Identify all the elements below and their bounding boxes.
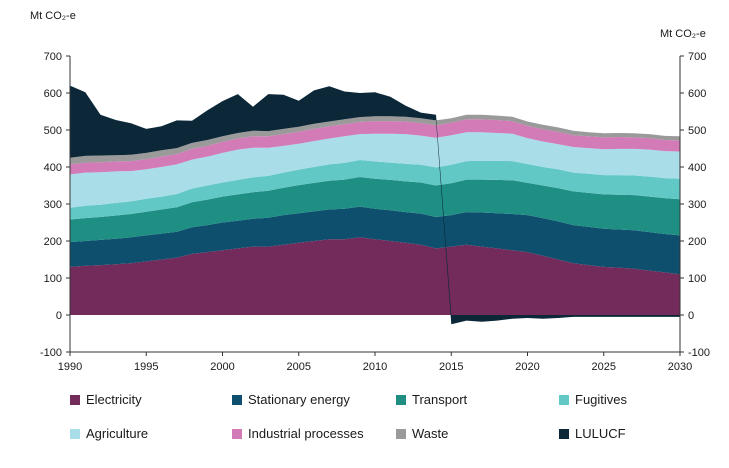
legend-item-lulucf: LULUCF (559, 426, 626, 441)
area-layers (70, 85, 680, 325)
legend-swatch (559, 395, 569, 405)
y-tick-label-left: 600 (44, 88, 62, 100)
y-tick-label-left: 100 (44, 273, 62, 285)
legend-label: Industrial processes (248, 426, 364, 441)
legend-item-electricity: Electricity (70, 392, 142, 407)
legend-label: Fugitives (575, 392, 628, 407)
y-tick-label-left: -100 (40, 347, 62, 359)
x-tick-label: 1995 (134, 361, 158, 373)
x-tick-label: 2030 (668, 361, 692, 373)
legend-swatch (396, 429, 406, 439)
y-tick-label-right: 200 (688, 236, 706, 248)
legend-swatch (232, 395, 242, 405)
area-series-agriculture (70, 132, 680, 208)
legend-item-stationary-energy: Stationary energy (232, 392, 350, 407)
y-axis-title-right: Mt CO₂-e (660, 28, 706, 40)
legend-swatch (396, 395, 406, 405)
y-tick-label-left: 700 (44, 51, 62, 63)
legend-label: LULUCF (575, 426, 626, 441)
legend-item-industrial-processes: Industrial processes (232, 426, 364, 441)
y-tick-label-right: 0 (688, 310, 694, 322)
area-series-transport (70, 177, 680, 243)
x-tick-label: 1990 (58, 361, 82, 373)
legend-swatch (559, 429, 569, 439)
y-tick-label-right: 100 (688, 273, 706, 285)
legend: Electricity Stationary energy Transport Fug… (70, 392, 628, 441)
x-tick-label: 2010 (363, 361, 387, 373)
y-tick-label-left: 500 (44, 125, 62, 137)
legend-label: Agriculture (86, 426, 148, 441)
legend-label: Transport (412, 392, 468, 407)
y-tick-label-right: 700 (688, 51, 706, 63)
legend-label: Electricity (86, 392, 142, 407)
y-tick-label-left: 200 (44, 236, 62, 248)
area-series-waste (70, 114, 680, 165)
y-tick-label-right: 300 (688, 199, 706, 211)
legend-swatch (70, 395, 80, 405)
legend-item-agriculture: Agriculture (70, 426, 148, 441)
x-tick-label: 2025 (592, 361, 616, 373)
y-tick-label-left: 300 (44, 199, 62, 211)
y-axis-title-left: Mt CO₂-e (30, 10, 76, 22)
legend-item-transport: Transport (396, 392, 468, 407)
x-tick-label: 2020 (515, 361, 539, 373)
y-tick-label-right: 600 (688, 88, 706, 100)
area-series-stationary-energy (70, 206, 680, 275)
y-tick-label-right: 400 (688, 162, 706, 174)
area-series-electricity (70, 237, 680, 315)
x-tick-label: 2005 (287, 361, 311, 373)
tick-marks: -100 -100 0 0 100 100 200 200 300 300 400 400 500 500… (40, 51, 710, 373)
y-tick-label-right: 500 (688, 125, 706, 137)
y-tick-label-left: 0 (56, 310, 62, 322)
legend-item-fugitives: Fugitives (559, 392, 628, 407)
area-series-industrial-processes (70, 119, 680, 175)
legend-item-waste: Waste (396, 426, 448, 441)
legend-label: Waste (412, 426, 448, 441)
legend-swatch (70, 429, 80, 439)
legend-swatch (232, 429, 242, 439)
x-tick-label: 2000 (210, 361, 234, 373)
area-series-fugitives (70, 160, 680, 220)
y-tick-label-right: -100 (688, 347, 710, 359)
legend-label: Stationary energy (248, 392, 350, 407)
x-tick-label: 2015 (439, 361, 463, 373)
y-tick-label-left: 400 (44, 162, 62, 174)
